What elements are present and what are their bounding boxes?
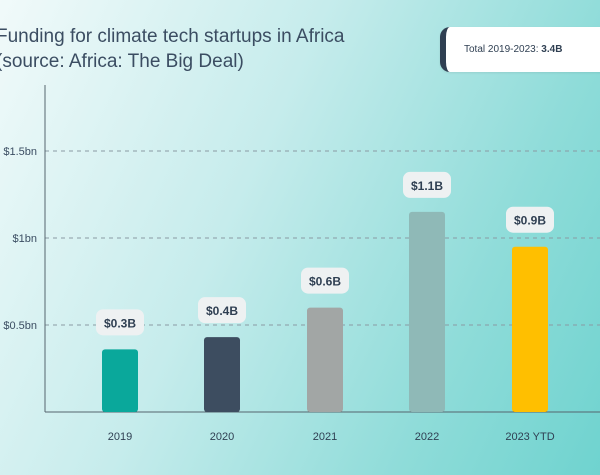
y-tick-label: $1.5bn: [3, 146, 37, 158]
y-tick-label: $1bn: [13, 233, 37, 245]
x-tick-label: 2022: [415, 431, 439, 443]
data-label: $0.4B: [206, 304, 238, 318]
bar-2019: [102, 349, 138, 412]
data-label: $1.1B: [411, 179, 443, 193]
bar-2021: [307, 307, 343, 412]
data-label-bubble: [198, 297, 246, 324]
data-label-bubble: [96, 309, 144, 336]
title-line-1: Funding for climate tech startups in Afr…: [0, 26, 345, 47]
total-value: 3.4B: [541, 44, 563, 55]
title-line-2: (source: Africa: The Big Deal): [0, 51, 244, 72]
data-label-bubble: [403, 171, 451, 198]
bar-2022: [409, 211, 445, 412]
total-label: Total 2019-2023:: [464, 44, 539, 55]
bar-2020: [204, 337, 240, 412]
x-tick-label: 2020: [210, 431, 234, 443]
data-label-bubble: [301, 267, 349, 294]
bar-2023-ytd: [512, 246, 548, 412]
data-label: $0.9B: [514, 214, 546, 228]
data-label: $0.6B: [309, 275, 341, 289]
data-label-bubble: [506, 206, 554, 233]
x-tick-label: 2019: [108, 431, 132, 443]
chart-title: Funding for climate tech startups in Afr…: [0, 24, 345, 74]
data-label: $0.3B: [104, 316, 136, 330]
y-tick-label: $0.5bn: [3, 320, 37, 332]
total-summary-card: Total 2019-2023: 3.4B: [440, 27, 600, 72]
x-tick-label: 2021: [313, 431, 337, 443]
x-tick-label: 2023 YTD: [505, 431, 554, 443]
